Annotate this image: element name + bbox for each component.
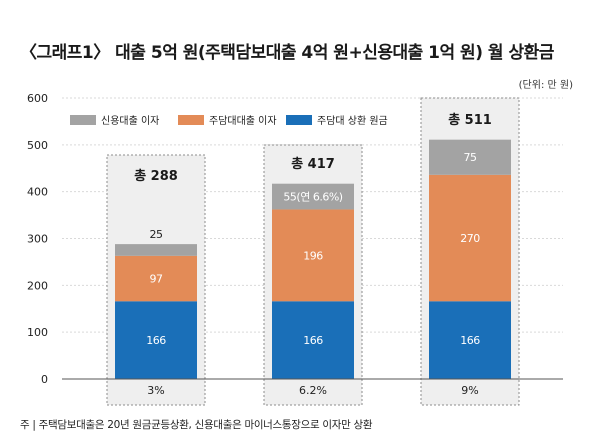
- rate-label-2: 6.2%: [299, 384, 327, 397]
- bar-segment-2-2: [272, 209, 354, 302]
- y-tick-label-200: 200: [27, 279, 48, 292]
- rate-label-1: 3%: [147, 384, 164, 397]
- chart-title: 〈그래프1〉 대출 5억 원(주택담보대출 4억 원+신용대출 1억 원) 월 …: [20, 43, 554, 63]
- bar-segment-2-3: [272, 183, 354, 210]
- data-label-1-1: 166: [146, 334, 166, 347]
- y-tick-label-400: 400: [27, 186, 48, 199]
- data-label-2-3: 55(연 6.6%): [283, 191, 342, 204]
- bar-segment-1-3: [115, 244, 197, 256]
- data-label-1-3: 25: [150, 228, 163, 241]
- bar-segment-3-2: [429, 174, 511, 302]
- unit-note: (단위: 만 원): [518, 80, 573, 91]
- legend-swatch-3: [286, 115, 312, 125]
- legend-label-1: 신용대출 이자: [101, 115, 159, 127]
- y-tick-label-0: 0: [41, 373, 48, 386]
- legend-label-3: 주담대 상환 원금: [317, 115, 388, 127]
- y-tick-label-500: 500: [27, 139, 48, 152]
- data-label-2-1: 166: [303, 334, 323, 347]
- total-label-3: 총 511: [448, 112, 492, 128]
- data-label-3-3: 75: [464, 151, 477, 164]
- footnote: 주 | 주택담보대출은 20년 원금균등상환, 신용대출은 마이너스통장으로 이…: [20, 419, 373, 431]
- data-label-3-2: 270: [460, 232, 480, 245]
- data-label-1-2: 97: [150, 273, 163, 286]
- rate-label-3: 9%: [461, 384, 478, 397]
- bar-segment-3-1: [429, 301, 511, 379]
- y-tick-label-300: 300: [27, 233, 48, 246]
- total-label-2: 총 417: [291, 156, 335, 172]
- bar-segment-1-2: [115, 255, 197, 302]
- y-tick-label-100: 100: [27, 326, 48, 339]
- data-label-3-1: 166: [460, 334, 480, 347]
- bar-segment-2-1: [272, 301, 354, 379]
- bar-segment-1-1: [115, 301, 197, 379]
- total-label-1: 총 288: [134, 168, 178, 184]
- legend-label-2: 주담대대출 이자: [209, 115, 277, 127]
- y-tick-label-600: 600: [27, 92, 48, 105]
- legend-swatch-1: [70, 115, 96, 125]
- bar-segment-3-3: [429, 139, 511, 175]
- legend-swatch-2: [178, 115, 204, 125]
- data-label-2-2: 196: [303, 249, 323, 262]
